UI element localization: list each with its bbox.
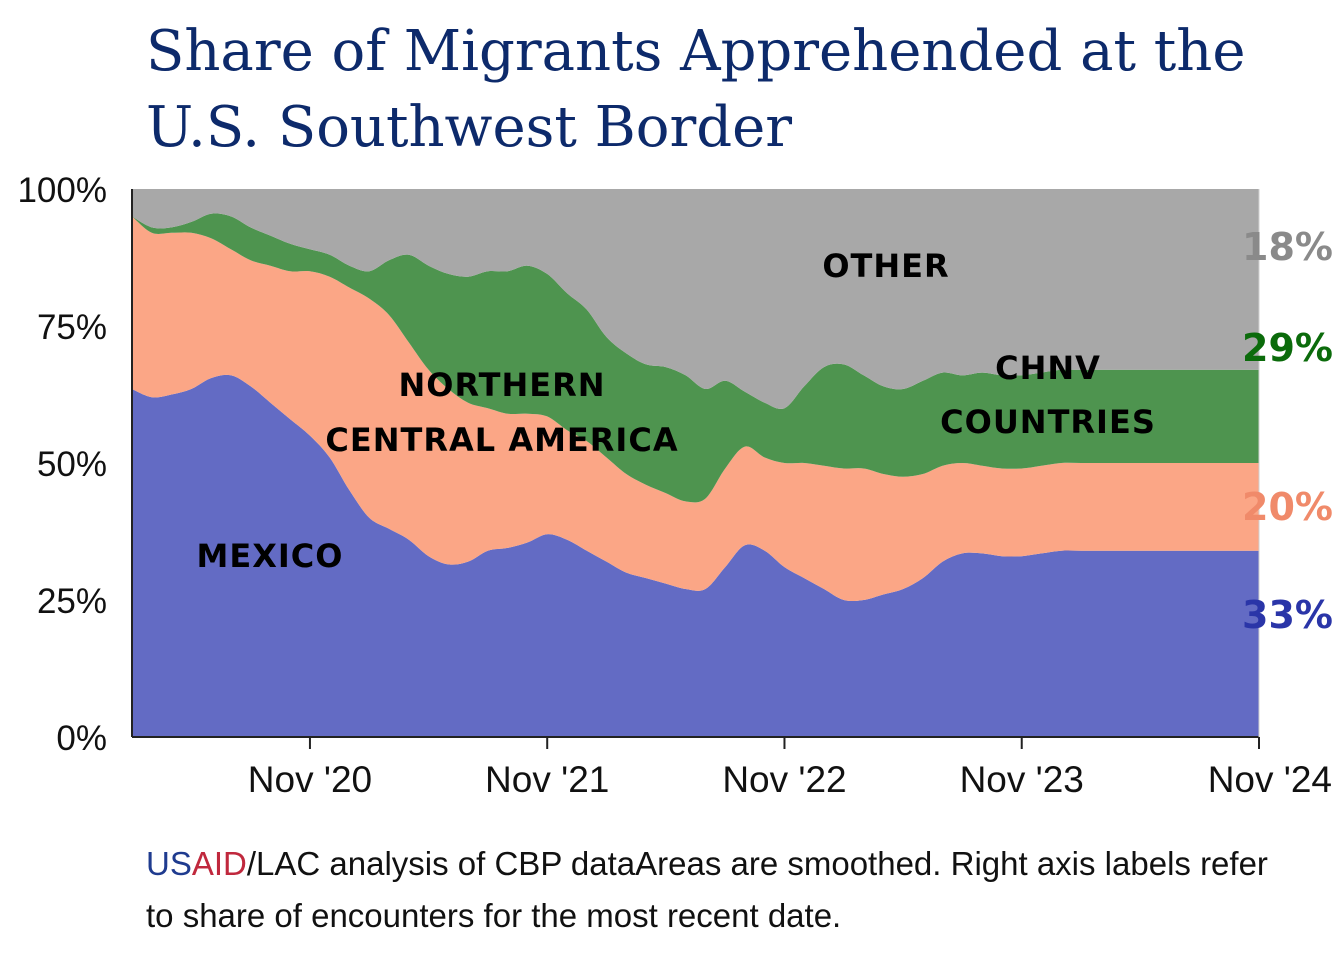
x-tick-label: Nov '23 <box>960 759 1084 800</box>
area-label: OTHER <box>822 247 949 285</box>
x-tick-label: Nov '20 <box>248 759 372 800</box>
y-tick-label: 50% <box>37 445 107 484</box>
footnote-text: /LAC analysis of CBP dataAreas are smoot… <box>146 845 1268 934</box>
axes-group <box>131 189 1260 738</box>
chart-title: Share of Migrants Apprehended at the U.S… <box>146 19 1246 160</box>
right-axis-label: 18% <box>1242 225 1333 269</box>
y-tick-label: 75% <box>37 308 107 347</box>
x-tick-label: Nov '21 <box>485 759 609 800</box>
area-label: COUNTRIES <box>940 403 1156 441</box>
area-series-group <box>132 189 1259 737</box>
area-chnv-countries <box>132 213 1259 503</box>
x-tick-label: Nov '22 <box>722 759 846 800</box>
area-mexico <box>132 374 1259 737</box>
area-label: CENTRAL AMERICA <box>325 421 678 459</box>
area-label: MEXICO <box>197 537 344 575</box>
footnote-brand-aid: AID <box>191 845 247 882</box>
stacked-area-chart: 0%25%50%75%100% Nov '20 Nov '21 Nov '22 Nov… <box>17 171 1333 800</box>
y-tick-label: 100% <box>17 171 107 210</box>
x-tick-labels: Nov '20 Nov '21 Nov '22 Nov '23 Nov '24 <box>248 737 1332 800</box>
area-label: NORTHERN <box>398 366 605 404</box>
footnote-brand-us: US <box>146 845 192 882</box>
area-other <box>132 189 1259 409</box>
right-axis-labels: 18% 29% 20% 33% <box>1242 225 1333 637</box>
right-axis-label: 29% <box>1242 326 1333 370</box>
footnote: USAID/LAC analysis of CBP dataAreas are … <box>146 838 1296 942</box>
right-axis-label: 20% <box>1242 485 1333 529</box>
area-label: CHNV <box>995 349 1101 387</box>
y-tick-labels: 0% 25% 50% 75% 100% <box>17 171 107 758</box>
area-northern-central-america <box>132 216 1259 602</box>
y-tick-label: 0% <box>56 719 107 758</box>
right-axis-label: 33% <box>1242 593 1333 637</box>
area-labels: MEXICO NORTHERN CENTRAL AMERICA CHNV COUNTRI… <box>197 247 1156 575</box>
x-tick-label: Nov '24 <box>1208 759 1332 800</box>
y-tick-label: 25% <box>37 582 107 621</box>
